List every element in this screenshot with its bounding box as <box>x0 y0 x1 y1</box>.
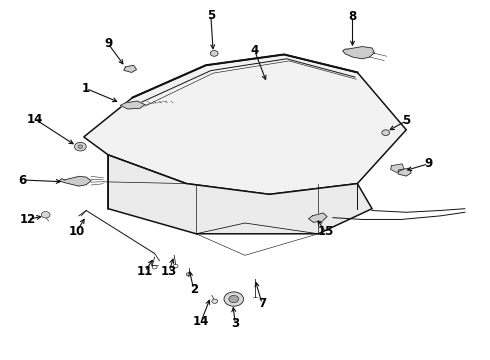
Text: 8: 8 <box>348 10 357 23</box>
Text: 4: 4 <box>251 44 259 57</box>
Polygon shape <box>59 176 91 186</box>
Text: 14: 14 <box>27 113 43 126</box>
Circle shape <box>224 292 244 306</box>
Text: 3: 3 <box>231 317 239 330</box>
Text: 9: 9 <box>424 157 432 170</box>
Polygon shape <box>121 101 145 109</box>
Text: 6: 6 <box>19 174 27 186</box>
Text: 5: 5 <box>207 9 215 22</box>
Circle shape <box>210 50 218 56</box>
Text: 9: 9 <box>104 37 112 50</box>
Polygon shape <box>108 155 372 234</box>
Circle shape <box>382 130 390 135</box>
Text: 2: 2 <box>190 283 198 296</box>
Text: 11: 11 <box>137 265 153 278</box>
Polygon shape <box>309 213 327 222</box>
Text: 5: 5 <box>402 114 410 127</box>
Polygon shape <box>84 54 406 194</box>
Text: 10: 10 <box>68 225 85 238</box>
Circle shape <box>41 212 50 218</box>
Text: 15: 15 <box>318 225 334 238</box>
Polygon shape <box>398 168 411 176</box>
Polygon shape <box>391 164 404 172</box>
Text: 12: 12 <box>20 213 36 226</box>
Text: 13: 13 <box>161 265 177 278</box>
Polygon shape <box>343 46 374 59</box>
Text: 7: 7 <box>258 297 266 310</box>
Text: 14: 14 <box>193 315 209 328</box>
Polygon shape <box>124 65 137 72</box>
Circle shape <box>212 299 218 303</box>
Circle shape <box>74 142 86 151</box>
Circle shape <box>186 273 191 276</box>
Circle shape <box>229 296 239 303</box>
Circle shape <box>78 145 83 148</box>
Text: 1: 1 <box>82 82 90 95</box>
